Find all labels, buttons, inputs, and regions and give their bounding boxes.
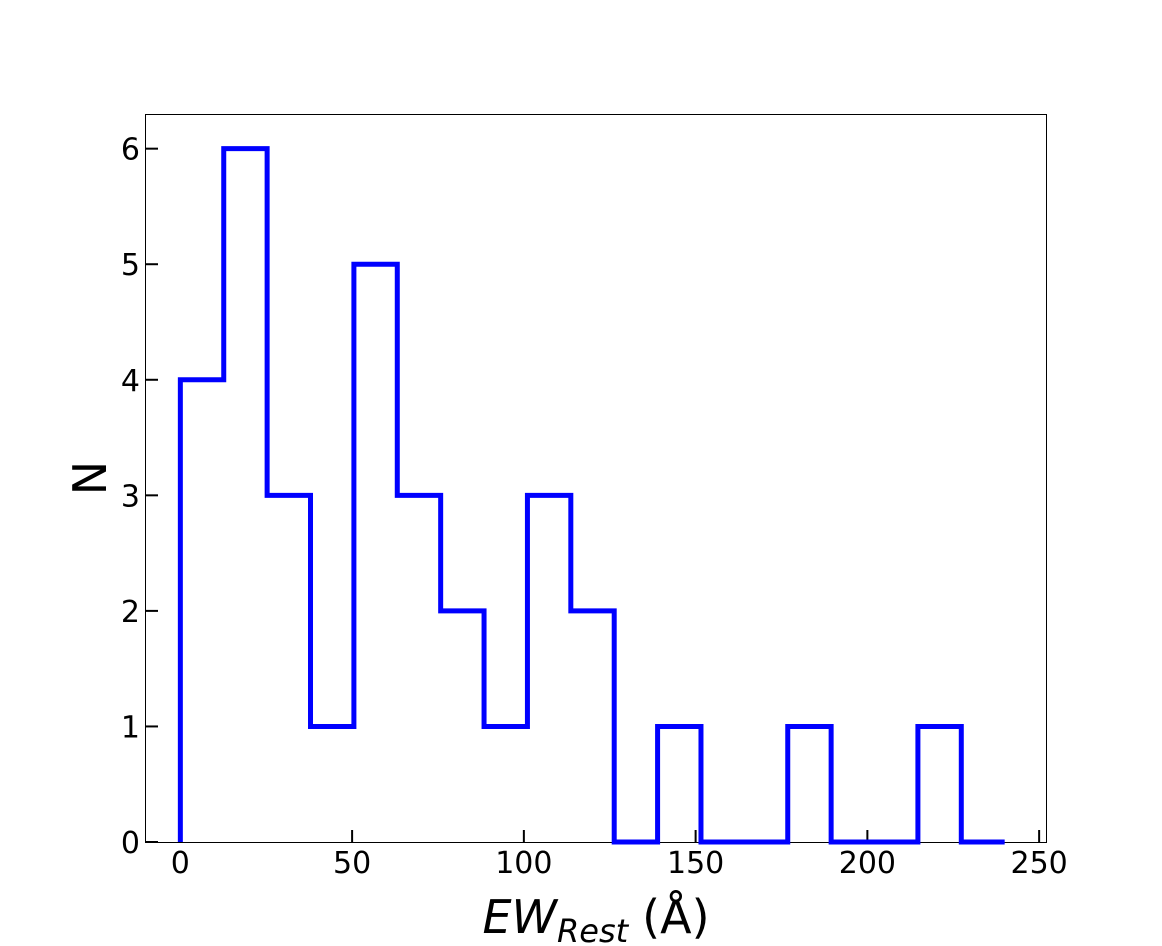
y-tick-label: 4 xyxy=(121,364,140,399)
x-axis-label-unit: (Å) xyxy=(642,890,709,944)
plot-frame xyxy=(145,114,1047,843)
y-tick-label: 2 xyxy=(121,595,140,630)
y-tick-label: 5 xyxy=(121,248,140,283)
y-axis-ticks: 0 1 2 3 4 5 6 xyxy=(121,133,158,861)
histogram-series-line xyxy=(177,146,1005,845)
x-axis-ticks: 0 50 100 150 200 250 xyxy=(171,830,1068,881)
y-tick-label: 6 xyxy=(121,133,140,168)
x-axis-label: EWRest (Å) xyxy=(482,890,709,946)
x-axis-label-subscript: Rest xyxy=(557,912,630,946)
x-tick-label: 50 xyxy=(333,846,371,881)
x-tick-label: 0 xyxy=(171,846,190,881)
y-tick-label: 0 xyxy=(121,826,140,861)
x-axis-label-main: EW xyxy=(482,890,558,944)
y-tick-label: 1 xyxy=(121,710,140,745)
x-tick-label: 250 xyxy=(1010,846,1067,881)
x-tick-label: 200 xyxy=(839,846,896,881)
y-tick-label: 3 xyxy=(121,479,140,514)
y-axis-label: N xyxy=(63,461,117,495)
x-tick-label: 150 xyxy=(667,846,724,881)
x-tick-label: 100 xyxy=(495,846,552,881)
